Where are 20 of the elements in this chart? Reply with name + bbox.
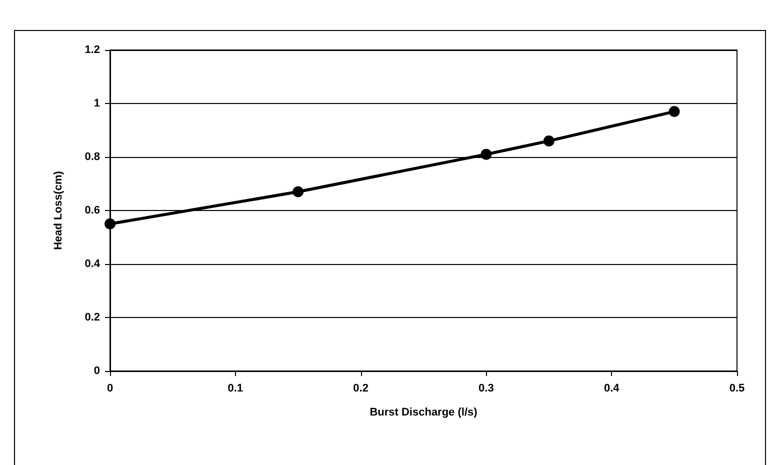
x-tick-label: 0.1 xyxy=(228,382,244,394)
point xyxy=(480,148,492,160)
x-axis-title: Burst Discharge (l/s) xyxy=(370,406,478,418)
point xyxy=(543,135,554,146)
x-tick-label: 0.5 xyxy=(729,382,745,394)
y-tick-label: 1.2 xyxy=(84,44,100,56)
point xyxy=(292,186,304,198)
x-tick-label: 0.2 xyxy=(353,382,368,394)
x-tick-label: 0 xyxy=(106,382,114,394)
y-tick-label: 0.8 xyxy=(84,151,100,163)
point xyxy=(104,218,116,230)
y-tick-label: 0.6 xyxy=(84,204,100,216)
y-axis-title: Head Loss(cm) xyxy=(52,170,64,250)
y-tick-label: 0.4 xyxy=(84,258,101,270)
y-tick-label: 0 xyxy=(94,365,100,377)
y-tick-label: 0.2 xyxy=(84,312,100,324)
y-tick-label: 1 xyxy=(94,98,100,110)
x-tick-label: 0.3 xyxy=(478,382,494,394)
x-tick-label: 0.4 xyxy=(604,382,620,394)
point xyxy=(668,106,680,118)
